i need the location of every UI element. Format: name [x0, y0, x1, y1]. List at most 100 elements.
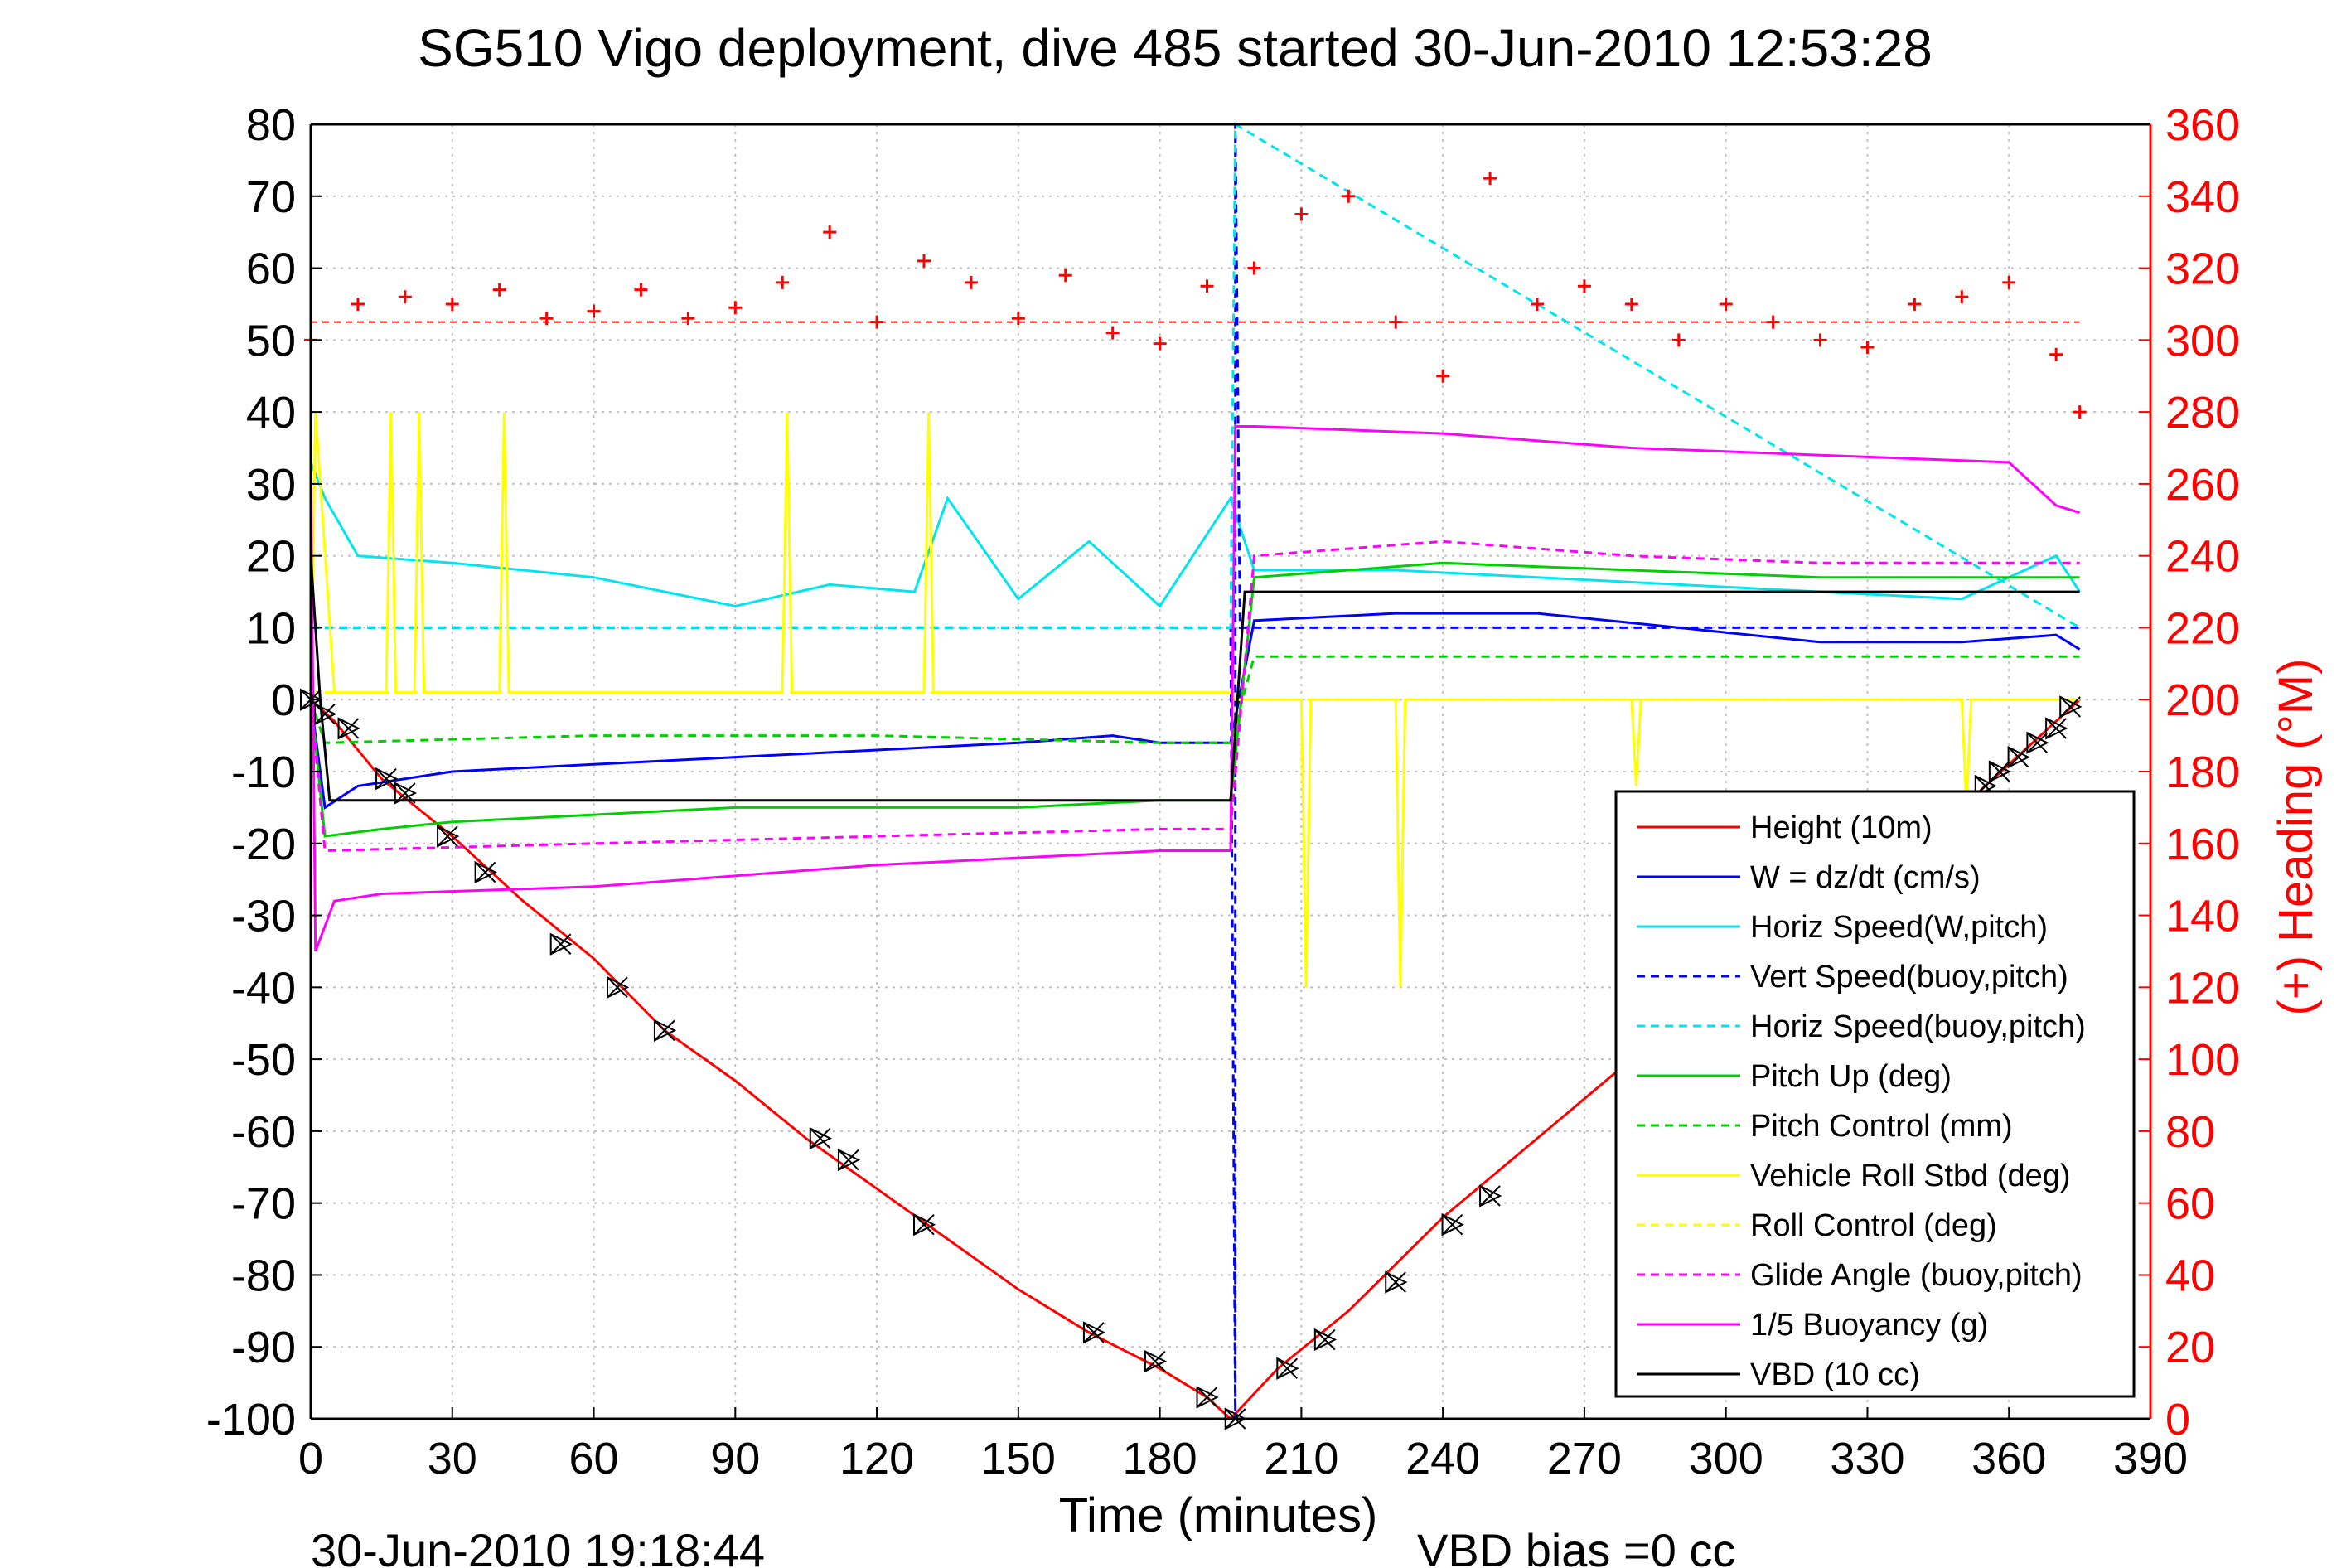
x-tick-label: 180: [1123, 1434, 1197, 1483]
x-tick-label: 270: [1547, 1434, 1622, 1483]
y2-tick-label: 140: [2165, 892, 2240, 941]
heading-point: [1813, 333, 1827, 347]
heading-point: [1200, 279, 1214, 293]
height-marker: [549, 932, 573, 956]
height-marker: [837, 1148, 861, 1172]
x-tick-label: 330: [1830, 1434, 1904, 1483]
legend-label: W = dz/dt (cm/s): [1750, 860, 1981, 895]
y-tick-label: 40: [246, 388, 296, 438]
heading-point: [1153, 336, 1167, 351]
series-line: [309, 561, 2080, 838]
legend-label: Vert Speed(buoy,pitch): [1750, 960, 2068, 995]
x-tick-label: 150: [981, 1434, 1056, 1483]
heading-point: [587, 304, 601, 318]
y-tick-label: -70: [231, 1179, 296, 1229]
y-tick-label: -90: [231, 1323, 296, 1372]
heading-point: [1247, 261, 1261, 275]
heading-point: [823, 225, 837, 240]
y-tick-label: 60: [246, 244, 296, 294]
legend-label: 1/5 Buoyancy (g): [1750, 1308, 1988, 1343]
heading-point: [1531, 297, 1544, 311]
y-tick-label: 0: [271, 675, 296, 725]
y-tick-label: 10: [246, 603, 296, 653]
y2-tick-label: 60: [2165, 1179, 2215, 1229]
heading-point: [445, 297, 459, 311]
legend-box: [1614, 790, 2136, 1398]
y2-tick-label: 40: [2165, 1251, 2215, 1300]
heading-point: [870, 315, 884, 329]
height-marker: [1144, 1349, 1168, 1373]
y2-tick-label: 180: [2165, 748, 2240, 797]
y2-axis-label: (+) Heading (°M): [2269, 659, 2323, 1016]
height-marker: [1082, 1321, 1106, 1344]
height-marker: [2026, 731, 2049, 754]
height-marker: [607, 975, 630, 999]
height-marker: [1196, 1386, 1219, 1409]
x-tick-label: 90: [710, 1434, 760, 1483]
legend-label: Vehicle Roll Stbd (deg): [1750, 1159, 2071, 1193]
heading-point: [1011, 312, 1025, 326]
y2-tick-label: 20: [2165, 1323, 2215, 1372]
heading-point: [1389, 315, 1403, 329]
height-marker: [653, 1019, 677, 1043]
height-marker: [2007, 746, 2030, 769]
height-marker: [474, 860, 497, 884]
heading-point: [1342, 189, 1356, 203]
x-axis-label: Time (minutes): [1059, 1488, 1378, 1542]
heading-point: [2049, 347, 2063, 361]
y2-tick-label: 300: [2165, 316, 2240, 365]
heading-point: [2002, 275, 2016, 289]
height-marker: [394, 782, 418, 805]
heading-point: [1483, 172, 1497, 186]
heading-point: [1436, 369, 1450, 383]
x-tick-label: 390: [2113, 1434, 2188, 1483]
heading-point: [2073, 405, 2087, 419]
height-marker: [2045, 717, 2068, 740]
x-tick-label: 120: [839, 1434, 914, 1483]
y2-tick-label: 260: [2165, 460, 2240, 510]
x-tick-label: 30: [428, 1434, 477, 1483]
series-line: [311, 122, 2081, 629]
height-marker: [375, 767, 399, 791]
heading-point: [1908, 297, 1922, 311]
height-marker: [1441, 1213, 1464, 1236]
heading-point: [964, 275, 978, 289]
height-marker: [1479, 1184, 1502, 1207]
y2-tick-label: 200: [2165, 675, 2240, 725]
series-line: [309, 555, 2080, 802]
y-tick-label: -50: [231, 1035, 296, 1085]
series-line: [309, 462, 2081, 608]
x-tick-label: 360: [1971, 1434, 2046, 1483]
y2-tick-label: 340: [2165, 172, 2240, 222]
height-marker: [809, 1126, 833, 1150]
y2-tick-label: 80: [2165, 1107, 2215, 1157]
heading-point: [492, 283, 506, 297]
heading-point: [634, 283, 648, 297]
y2-tick-label: 360: [2165, 100, 2240, 150]
heading-point: [1766, 315, 1780, 329]
y-tick-label: -10: [231, 748, 296, 797]
y2-tick-label: 280: [2165, 388, 2240, 438]
legend-label: Height (10m): [1750, 811, 1933, 845]
heading-point: [1624, 297, 1638, 311]
heading-point: [1860, 341, 1875, 355]
legend-label: Pitch Control (mm): [1750, 1109, 2013, 1144]
legend-label: Glide Angle (buoy,pitch): [1750, 1258, 2083, 1293]
legend: Height (10m) W = dz/dt (cm/s) Horiz Speed(…: [1614, 790, 2136, 1398]
y2-tick-label: 220: [2165, 603, 2240, 653]
heading-point: [398, 290, 412, 304]
y-tick-label: 30: [246, 460, 296, 510]
y-tick-label: -20: [231, 820, 296, 869]
y-tick-label: -60: [231, 1107, 296, 1157]
y-tick-label: -80: [231, 1251, 296, 1300]
legend-label: Horiz Speed(W,pitch): [1750, 910, 2048, 945]
x-tick-label: 60: [568, 1434, 618, 1483]
heading-point: [1294, 207, 1309, 221]
heading-point: [1671, 333, 1686, 347]
y-tick-label: 50: [246, 316, 296, 365]
y-tick-label: 70: [246, 172, 296, 222]
heading-point: [1577, 279, 1591, 293]
y-tick-label: -30: [231, 892, 296, 941]
heading-point: [351, 297, 365, 311]
